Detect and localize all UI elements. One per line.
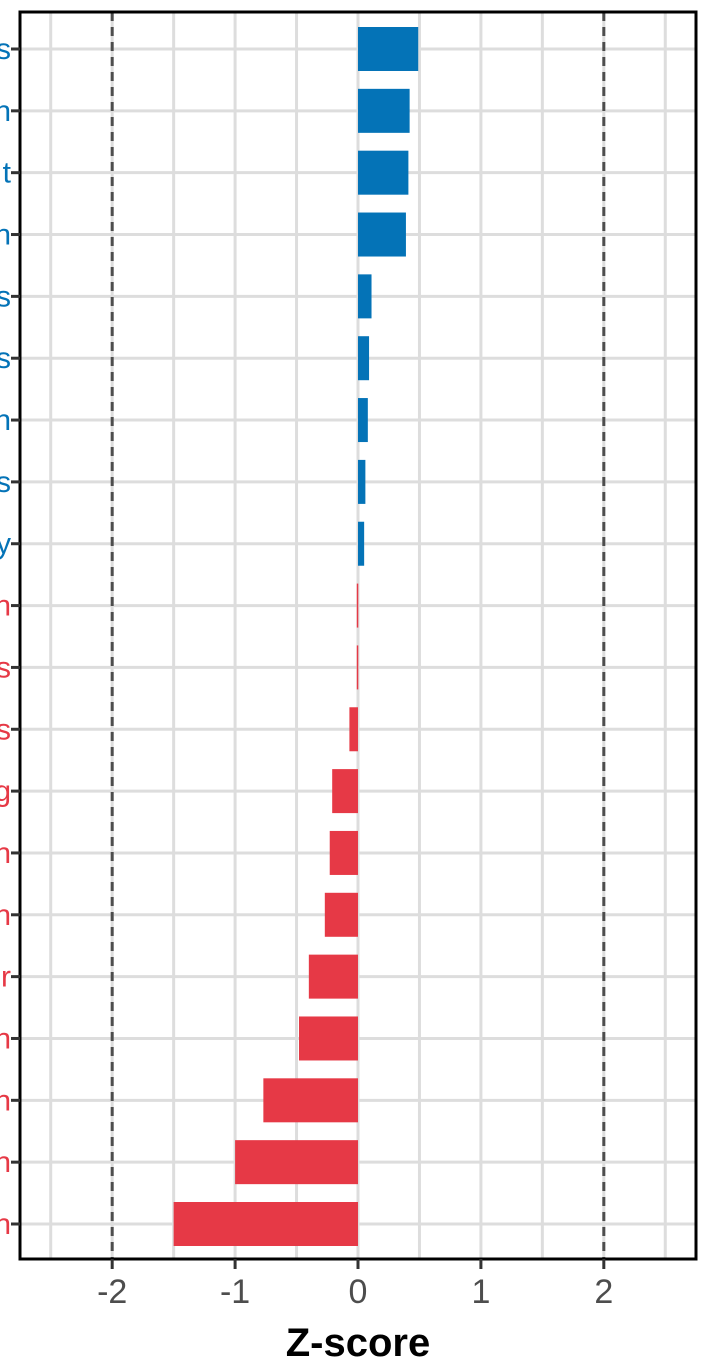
bar [263, 1078, 358, 1123]
bar [358, 398, 368, 443]
category-label: n [0, 1208, 11, 1241]
x-tick-label: 2 [594, 1273, 613, 1311]
category-label: n [0, 1146, 11, 1179]
x-tick-label: 0 [349, 1273, 368, 1311]
category-label: n [0, 590, 11, 623]
category-label: n [0, 1084, 11, 1117]
bar [356, 645, 359, 690]
bar [324, 892, 358, 937]
category-label: r [1, 961, 11, 994]
category-label: s [0, 342, 11, 375]
bar [299, 1016, 358, 1061]
bar [173, 1202, 358, 1246]
bar [308, 954, 358, 999]
category-label: n [0, 404, 11, 437]
category-label: s [0, 651, 11, 684]
category-label: s [0, 280, 11, 313]
category-label: g [0, 775, 11, 808]
category-label: n [0, 95, 11, 128]
bar [329, 830, 358, 875]
category-label: n [0, 837, 11, 870]
bar [358, 274, 372, 319]
reference-lines [110, 12, 606, 1259]
bars [173, 27, 419, 1246]
bar [358, 336, 370, 381]
bar [358, 459, 366, 504]
bar [358, 27, 419, 71]
bar [349, 707, 358, 752]
category-label: t [3, 157, 12, 190]
bar [358, 521, 365, 566]
category-label: y [0, 528, 11, 561]
x-tick-label: -2 [97, 1273, 127, 1311]
x-axis-title: Z-score [286, 1321, 431, 1365]
bar [332, 769, 358, 814]
grid-lines [20, 12, 696, 1259]
bar [358, 212, 406, 257]
category-label: s [0, 33, 11, 66]
bar [358, 150, 409, 195]
x-tick-label: -1 [220, 1273, 250, 1311]
bar [235, 1140, 358, 1185]
bar [358, 88, 410, 133]
category-label: n [0, 219, 11, 252]
category-label: n [0, 899, 11, 932]
category-label: s [0, 466, 11, 499]
x-axis-ticks: -2 -1 0 1 2 [97, 1259, 613, 1311]
bar [356, 583, 359, 628]
x-tick-label: 1 [471, 1273, 490, 1311]
category-label: n [0, 1022, 11, 1055]
category-label: s [0, 713, 11, 746]
